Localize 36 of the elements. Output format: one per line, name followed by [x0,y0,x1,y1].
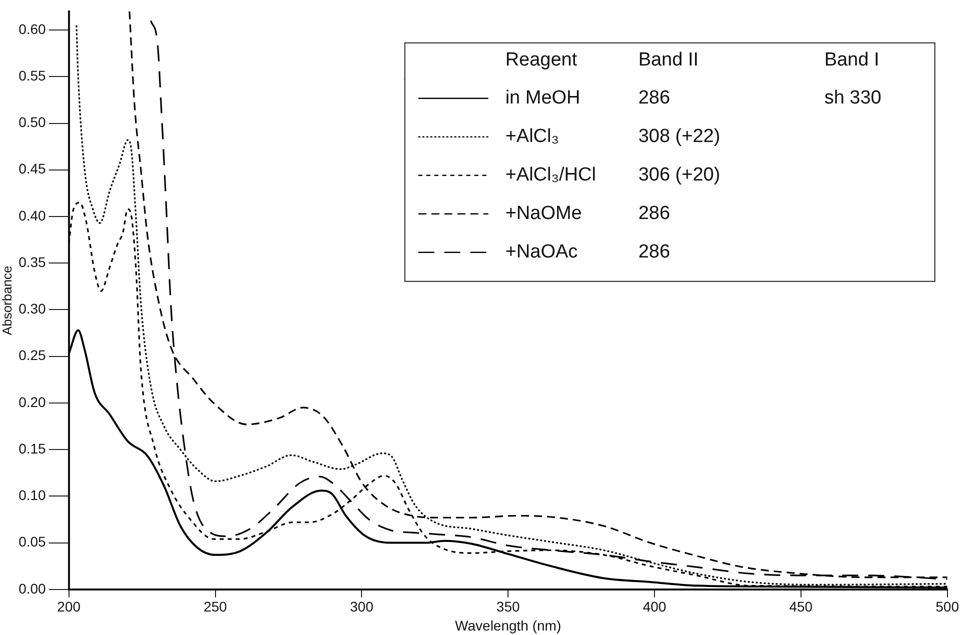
x-axis-title: Wavelength (nm) [455,617,562,634]
y-tick-label: 0.30 [18,300,46,317]
legend-label: +AlCl₃/HCl [505,164,596,186]
y-tick-label: 0.25 [18,347,46,364]
y-axis-title: Absorbance [0,266,14,336]
y-tick-label: 0.20 [18,394,46,410]
y-tick-label: 0.00 [18,580,46,596]
annotation: 308 (+22) [638,126,720,148]
x-tick-label: 450 [789,598,813,615]
legend-label: +NaOAc [505,242,578,263]
legend-label: +NaOMe [505,203,582,224]
y-tick-label: 0.35 [18,254,46,270]
y-tick-label: 0.40 [18,207,46,224]
x-tick-label: 350 [496,598,520,615]
annotation: 286 [638,242,670,263]
annotation: sh 330 [824,88,882,109]
x-tick-label: 400 [642,598,666,615]
y-tick-label: 0.15 [18,440,46,456]
y-tick-label: 0.45 [18,160,46,177]
y-tick-label: 0.50 [18,114,46,130]
x-tick-label: 200 [57,598,81,615]
x-tick-label: 300 [350,598,374,615]
y-tick-label: 0.60 [18,20,46,37]
annotation: 286 [638,88,670,109]
legend-label: +AlCl₃ [505,126,559,148]
annotation: Band II [638,50,699,71]
annotation: 306 (+20) [638,164,720,186]
x-tick-label: 250 [204,598,228,615]
legend-label: in MeOH [505,88,580,109]
y-tick-label: 0.10 [18,487,46,504]
y-tick-label: 0.55 [18,68,46,84]
x-tick-label: 500 [936,598,960,615]
annotation: Band I [824,50,880,71]
annotation: 286 [638,203,670,224]
y-tick-label: 0.05 [18,534,46,550]
legend-title: Reagent [505,50,578,71]
